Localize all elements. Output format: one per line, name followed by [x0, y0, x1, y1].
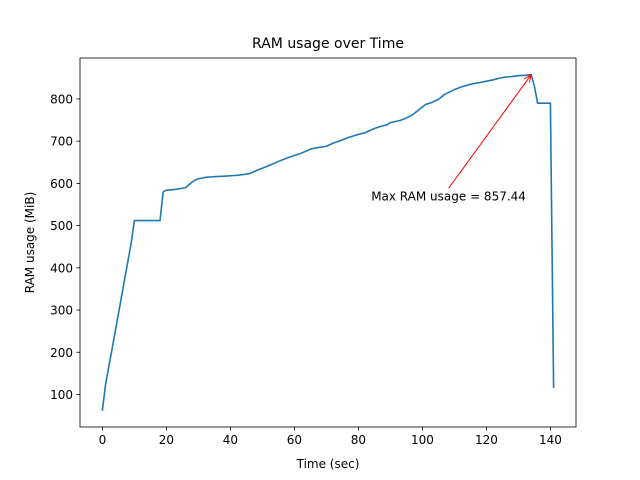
x-axis-label: Time (sec) — [296, 457, 360, 471]
x-tick-label: 120 — [475, 433, 498, 447]
y-tick-label: 200 — [50, 346, 73, 360]
x-tick-label: 20 — [159, 433, 174, 447]
annotation-arrow-head — [524, 73, 532, 83]
y-tick-label: 500 — [50, 219, 73, 233]
y-tick-label: 100 — [50, 388, 73, 402]
axes-frame — [79, 57, 577, 428]
x-tick-label: 0 — [99, 433, 107, 447]
chart-title: RAM usage over Time — [252, 36, 404, 52]
annotation-text: Max RAM usage = 857.44 — [371, 189, 526, 203]
x-tick-label: 60 — [287, 433, 302, 447]
x-tick-label: 140 — [539, 433, 562, 447]
x-tick-label: 40 — [223, 433, 238, 447]
x-tick-label: 100 — [411, 433, 434, 447]
plot-layer: Max RAM usage = 857.44 — [101, 73, 555, 412]
y-tick-label: 700 — [50, 135, 73, 149]
annotation-arrow-line — [448, 74, 532, 189]
y-tick-label: 400 — [50, 261, 73, 275]
axes-layer: 0 20 40 60 80 100 120 140 100 200 300 400 500 600 700 8… — [50, 57, 577, 447]
y-tick-label: 800 — [50, 92, 73, 106]
y-axis-label: RAM usage (MiB) — [23, 192, 37, 294]
ram-usage-line — [101, 73, 555, 412]
y-tick-label: 300 — [50, 304, 73, 318]
y-tick-label: 600 — [50, 177, 73, 191]
x-tick-label: 80 — [351, 433, 366, 447]
